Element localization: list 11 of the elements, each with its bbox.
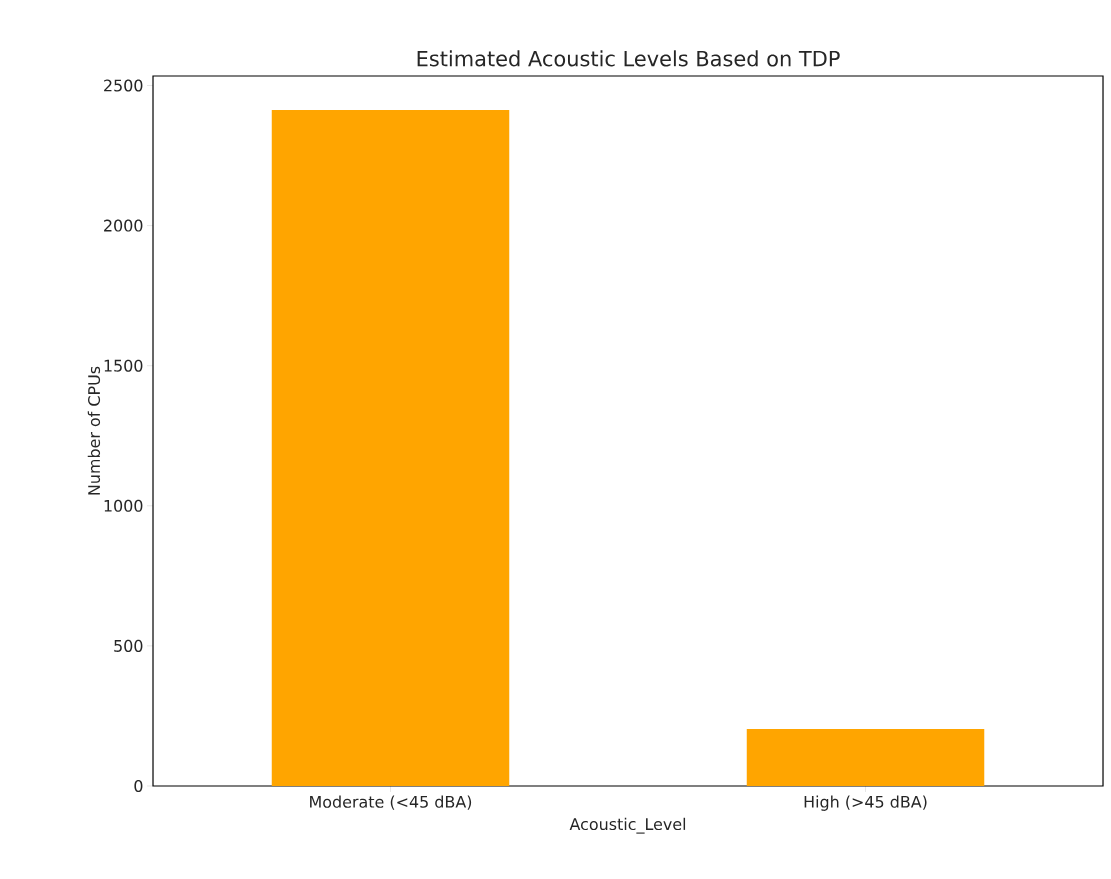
x-tick-label: High (>45 dBA) bbox=[804, 795, 927, 811]
y-tick-label: 1500 bbox=[104, 359, 143, 372]
y-tick-label: 500 bbox=[114, 639, 143, 652]
chart-title: Estimated Acoustic Levels Based on TDP bbox=[417, 50, 840, 67]
y-axis-title: Number of CPUs bbox=[87, 366, 101, 495]
x-axis-title: Acoustic_Level bbox=[569, 817, 686, 834]
y-tick-label: 1000 bbox=[104, 499, 143, 512]
x-tick-label: Moderate (<45 dBA) bbox=[310, 795, 472, 810]
y-tick-label: 0 bbox=[134, 779, 143, 793]
y-tick-label: 2000 bbox=[104, 219, 143, 232]
y-tick-label: 2500 bbox=[104, 79, 143, 92]
